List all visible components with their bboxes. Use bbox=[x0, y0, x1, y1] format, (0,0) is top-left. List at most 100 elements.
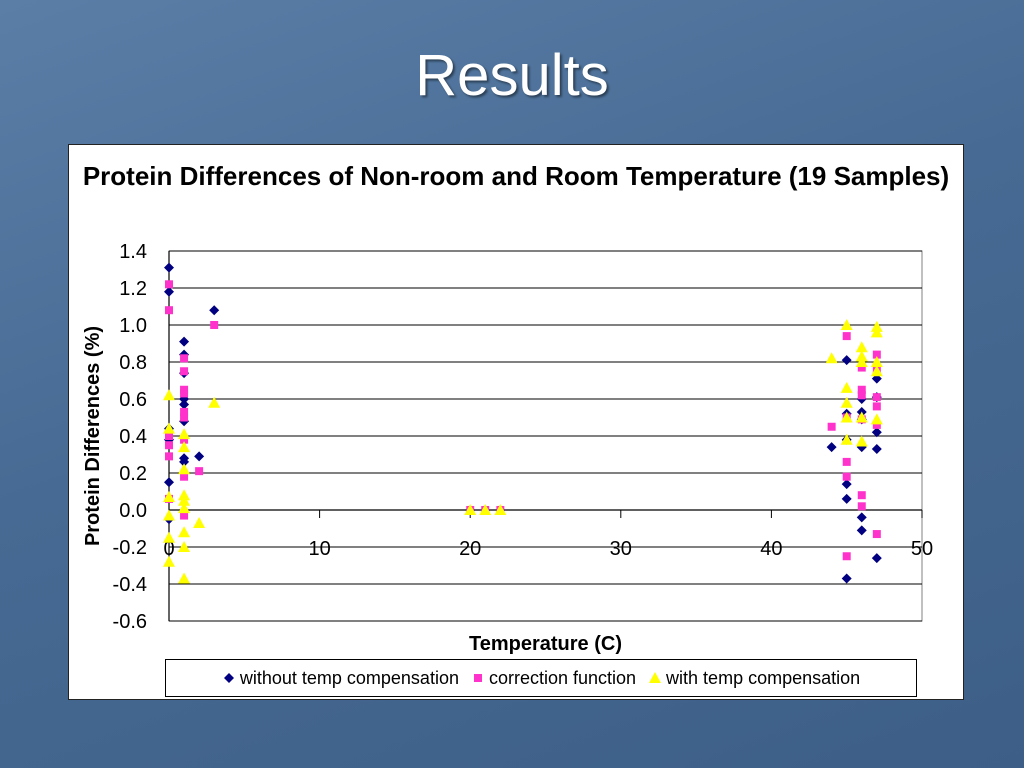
data-point-series-1 bbox=[179, 456, 190, 467]
data-point-series-3 bbox=[840, 411, 853, 423]
data-point-series-3 bbox=[870, 365, 883, 377]
data-point-series-3 bbox=[178, 541, 191, 552]
data-point-series-2 bbox=[872, 402, 881, 411]
data-point-series-3 bbox=[825, 352, 838, 364]
data-point-series-2 bbox=[210, 321, 219, 329]
x-tick-label: 30 bbox=[610, 538, 632, 560]
data-point-series-2 bbox=[842, 457, 851, 466]
data-point-series-3 bbox=[840, 433, 853, 445]
data-point-series-3 bbox=[855, 341, 868, 353]
data-point-series-2 bbox=[872, 393, 881, 402]
data-point-series-2 bbox=[842, 552, 851, 561]
x-tick-label: 40 bbox=[760, 538, 782, 560]
data-point-series-1 bbox=[871, 443, 882, 454]
y-tick-label: 0.0 bbox=[119, 500, 147, 522]
data-point-series-1 bbox=[841, 355, 852, 366]
data-point-series-1 bbox=[179, 336, 190, 347]
data-point-series-1 bbox=[871, 553, 882, 564]
chart-title: Protein Differences of Non-room and Room… bbox=[82, 161, 950, 191]
data-point-series-2 bbox=[180, 354, 189, 363]
slide-title: Results bbox=[415, 43, 609, 108]
data-point-series-3 bbox=[208, 396, 221, 408]
data-point-series-3 bbox=[178, 441, 191, 453]
data-point-series-2 bbox=[857, 491, 866, 500]
y-tick-label: 0.6 bbox=[119, 389, 147, 411]
data-point-series-2 bbox=[842, 332, 851, 341]
y-tick-label: -0.6 bbox=[113, 611, 147, 633]
data-point-series-2 bbox=[180, 435, 189, 444]
data-point-series-2 bbox=[180, 511, 189, 520]
x-tick-label: 50 bbox=[911, 538, 933, 560]
data-point-series-2 bbox=[857, 391, 866, 400]
data-point-series-2 bbox=[827, 422, 836, 431]
data-point-series-1 bbox=[209, 305, 220, 316]
data-point-series-3 bbox=[163, 555, 175, 567]
chart-container: 1.4 1.2 1.0 0.8 0.6 0.4 0.2 0.0 -0.2 -0.4 -0.6 0 10 2… bbox=[68, 144, 964, 700]
data-point-series-2 bbox=[842, 472, 851, 481]
legend-marker-diamond bbox=[223, 673, 234, 683]
data-point-series-2 bbox=[180, 367, 189, 376]
data-point-series-2 bbox=[180, 472, 189, 481]
data-point-series-3 bbox=[178, 502, 191, 514]
data-point-series-3 bbox=[178, 463, 191, 475]
y-tick-label: 1.2 bbox=[119, 278, 147, 300]
data-point-series-3 bbox=[193, 516, 206, 528]
data-point-series-3 bbox=[870, 413, 883, 425]
data-point-series-2 bbox=[180, 413, 189, 422]
data-point-series-3 bbox=[163, 491, 175, 503]
legend-item-1: without temp compensation bbox=[222, 668, 459, 689]
x-tick-label: 20 bbox=[459, 538, 481, 560]
legend-marker-square bbox=[473, 674, 482, 682]
data-point-series-2 bbox=[872, 530, 881, 539]
data-point-series-3 bbox=[479, 504, 492, 515]
data-point-series-1 bbox=[164, 477, 174, 488]
data-point-series-3 bbox=[163, 389, 175, 401]
data-point-series-2 bbox=[180, 389, 189, 398]
data-point-series-1 bbox=[841, 493, 852, 504]
legend-marker-triangle bbox=[649, 672, 662, 683]
data-point-series-3 bbox=[464, 504, 477, 515]
data-point-series-2 bbox=[857, 502, 866, 511]
data-point-series-3 bbox=[178, 494, 191, 506]
data-point-series-3 bbox=[855, 356, 868, 367]
data-point-series-2 bbox=[165, 441, 173, 450]
legend-label: with temp compensation bbox=[666, 667, 861, 688]
y-tick-label: 1.4 bbox=[119, 241, 147, 263]
data-point-series-2 bbox=[165, 432, 173, 440]
x-axis-title: Temperature (C) bbox=[469, 633, 622, 655]
data-point-series-1 bbox=[164, 286, 174, 297]
data-point-series-2 bbox=[165, 306, 173, 315]
data-point-series-3 bbox=[163, 531, 175, 543]
data-point-series-2 bbox=[180, 407, 189, 416]
y-tick-label: 0.2 bbox=[119, 463, 147, 485]
data-point-series-3 bbox=[855, 435, 868, 447]
y-tick-label: 0.8 bbox=[119, 352, 147, 374]
y-axis-title: Protein Differences (%) bbox=[82, 326, 104, 546]
data-point-series-2 bbox=[872, 350, 881, 359]
data-point-series-3 bbox=[494, 504, 507, 515]
data-point-series-2 bbox=[165, 280, 173, 289]
data-point-series-3 bbox=[840, 381, 853, 393]
data-point-series-1 bbox=[856, 512, 867, 523]
data-point-series-2 bbox=[165, 452, 173, 461]
data-point-series-3 bbox=[163, 422, 175, 434]
data-point-series-3 bbox=[178, 489, 191, 501]
data-point-series-1 bbox=[841, 479, 852, 490]
data-point-series-2 bbox=[195, 467, 204, 476]
data-point-series-3 bbox=[840, 396, 853, 408]
y-tick-label: -0.2 bbox=[113, 537, 147, 559]
y-tick-label: 1.0 bbox=[119, 315, 147, 337]
y-tick-label: -0.4 bbox=[113, 574, 147, 596]
data-point-series-3 bbox=[870, 356, 883, 367]
legend-item-3: with temp compensation bbox=[648, 668, 860, 689]
data-point-series-3 bbox=[870, 320, 883, 332]
y-tick-label: 0.4 bbox=[119, 426, 147, 448]
data-point-series-3 bbox=[855, 350, 868, 362]
data-point-series-1 bbox=[164, 262, 174, 273]
data-point-series-2 bbox=[872, 420, 881, 429]
scatter-chart: 1.4 1.2 1.0 0.8 0.6 0.4 0.2 0.0 -0.2 -0.4 -0.6 0 10 2… bbox=[82, 241, 933, 655]
data-point-series-3 bbox=[178, 526, 191, 538]
x-tick-label: 10 bbox=[308, 538, 330, 560]
data-point-series-3 bbox=[178, 428, 191, 440]
data-point-series-3 bbox=[163, 509, 175, 521]
